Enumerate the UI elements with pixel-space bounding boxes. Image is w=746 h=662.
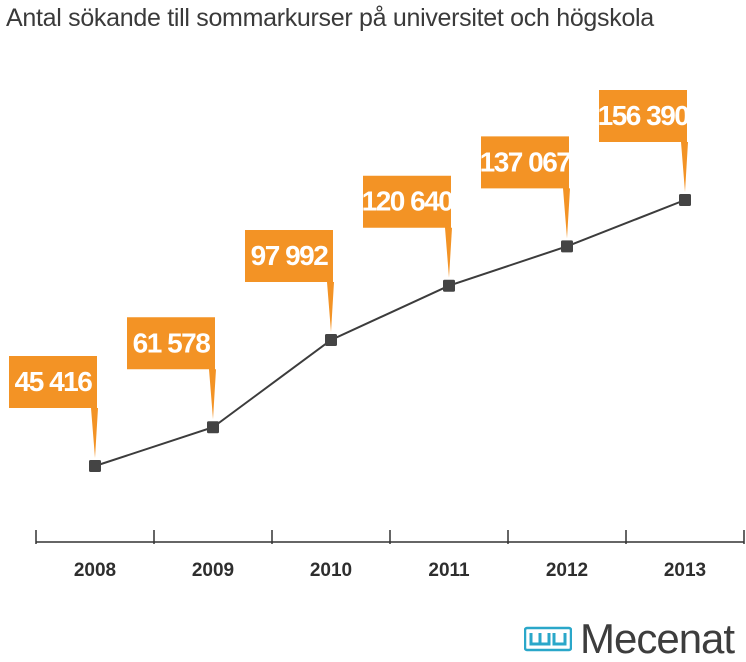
data-label-callout <box>481 136 570 239</box>
data-point-marker <box>89 460 101 472</box>
data-label-text: 97 992 <box>251 240 329 271</box>
x-tick-label: 2010 <box>310 560 352 581</box>
series-line-layer <box>94 199 686 467</box>
data-label: 97 992 <box>245 229 334 332</box>
data-point-marker <box>443 279 455 292</box>
brand-name: Mecenat <box>580 615 735 662</box>
data-label-text: 156 390 <box>598 100 690 131</box>
data-label-text: 137 067 <box>480 146 572 177</box>
data-label-callout <box>127 317 216 420</box>
series-line <box>94 199 686 467</box>
data-label: 61 578 <box>127 317 216 420</box>
data-label-text: 61 578 <box>133 327 211 358</box>
data-label-text: 45 416 <box>15 366 93 397</box>
x-tick-labels: 2008 2009 2010 2011 2012 2013 <box>74 560 706 581</box>
x-tick-label: 2012 <box>546 560 588 581</box>
data-label-callout <box>599 90 688 192</box>
data-point-marker <box>325 333 337 346</box>
x-tick-label: 2008 <box>74 560 116 581</box>
data-label: 137 067 <box>480 136 573 239</box>
data-label-callout <box>9 356 98 458</box>
data-label: 120 640 <box>362 175 455 278</box>
data-point-marker <box>561 240 573 253</box>
mecenat-logo-icon <box>524 626 572 652</box>
data-label-text: 120 640 <box>362 186 454 217</box>
data-points <box>89 194 691 472</box>
data-label-callout <box>363 175 452 278</box>
x-tick-label: 2011 <box>428 560 470 581</box>
chart-title: Antal sökande till sommarkurser på unive… <box>6 4 654 32</box>
x-tick-label: 2013 <box>664 560 706 581</box>
data-label: 156 390 <box>598 90 691 192</box>
data-label-callout <box>245 229 334 332</box>
data-point-marker <box>207 421 219 434</box>
x-tick-label: 2009 <box>192 560 234 581</box>
data-labels: 45 416 61 578 97 992 120 640 137 067 156 390 <box>9 90 691 458</box>
data-point-marker <box>679 194 691 206</box>
x-axis <box>35 530 745 544</box>
brand-logo-area: Mecenat <box>524 615 735 662</box>
data-label: 45 416 <box>9 356 98 458</box>
